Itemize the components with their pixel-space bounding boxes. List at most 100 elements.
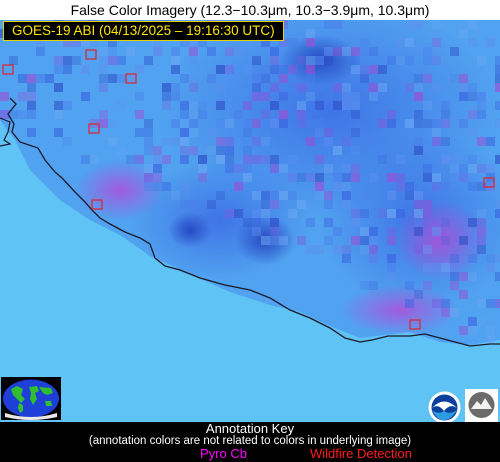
imagery-pixel — [342, 47, 351, 56]
imagery-pixel — [261, 209, 270, 218]
imagery-pixel — [351, 218, 360, 227]
imagery-pixel — [81, 155, 90, 164]
imagery-pixel — [495, 299, 500, 308]
imagery-pixel — [333, 47, 342, 56]
imagery-pixel — [279, 65, 288, 74]
imagery-pixel — [306, 38, 315, 47]
imagery-pixel — [135, 110, 144, 119]
imagery-pixel — [126, 74, 135, 83]
imagery-pixel — [189, 101, 198, 110]
imagery-pixel — [351, 128, 360, 137]
imagery-pixel — [351, 164, 360, 173]
wildfire-marker[interactable] — [91, 199, 103, 210]
imagery-pixel — [441, 155, 450, 164]
imagery-pixel — [405, 281, 414, 290]
imagery-pixel — [432, 20, 441, 29]
imagery-pixel — [405, 20, 414, 29]
imagery-pixel — [432, 83, 441, 92]
imagery-pixel — [333, 20, 342, 29]
imagery-pixel — [468, 164, 477, 173]
imagery-pixel — [387, 110, 396, 119]
noaa-logo-icon — [428, 391, 461, 422]
imagery-pixel — [180, 38, 189, 47]
imagery-pixel — [63, 38, 72, 47]
imagery-pixel — [423, 47, 432, 56]
imagery-pixel — [108, 38, 117, 47]
imagery-pixel — [180, 155, 189, 164]
imagery-pixel — [450, 281, 459, 290]
imagery-pixel — [468, 326, 477, 335]
imagery-pixel — [225, 119, 234, 128]
imagery-pixel — [297, 200, 306, 209]
imagery-pixel — [252, 191, 261, 200]
imagery-pixel — [162, 155, 171, 164]
imagery-pixel — [189, 38, 198, 47]
wildfire-marker[interactable] — [409, 319, 421, 330]
imagery-pixel — [279, 236, 288, 245]
imagery-pixel — [324, 191, 333, 200]
imagery-pixel — [342, 191, 351, 200]
imagery-pixel — [432, 119, 441, 128]
imagery-pixel — [36, 38, 45, 47]
wildfire-marker[interactable] — [85, 49, 97, 60]
imagery-pixel — [117, 101, 126, 110]
imagery-pixel — [117, 146, 126, 155]
imagery-pixel — [441, 110, 450, 119]
imagery-pixel — [261, 38, 270, 47]
imagery-pixel — [342, 182, 351, 191]
imagery-pixel — [342, 200, 351, 209]
imagery-pixel — [495, 209, 500, 218]
wildfire-detections[interactable] — [2, 49, 495, 330]
imagery-pixel — [288, 191, 297, 200]
cimss-logo-icon: CIMSS — [465, 389, 498, 422]
imagery-pixel — [423, 200, 432, 209]
wildfire-marker[interactable] — [125, 73, 137, 84]
imagery-pixel — [162, 182, 171, 191]
imagery-pixel — [486, 137, 495, 146]
wildfire-marker[interactable] — [2, 64, 14, 75]
imagery-pixel — [423, 74, 432, 83]
imagery-pixel — [477, 218, 486, 227]
imagery-pixel — [180, 182, 189, 191]
imagery-pixel — [153, 146, 162, 155]
imagery-pixel — [423, 56, 432, 65]
annotation-key-note: (annotation colors are not related to co… — [88, 435, 412, 447]
imagery-pixel — [243, 65, 252, 74]
imagery-pixel — [270, 65, 279, 74]
imagery-pixel — [414, 110, 423, 119]
imagery-pixel — [225, 137, 234, 146]
imagery-pixel — [324, 218, 333, 227]
imagery-pixel — [198, 155, 207, 164]
imagery-pixel — [441, 299, 450, 308]
imagery-pixel — [288, 155, 297, 164]
imagery-pixel — [495, 74, 500, 83]
imagery-pixel — [360, 236, 369, 245]
imagery-pixel — [387, 272, 396, 281]
imagery-pixel — [324, 47, 333, 56]
imagery-pixel — [171, 191, 180, 200]
imagery-pixel — [351, 209, 360, 218]
imagery-pixel — [495, 65, 500, 74]
imagery-pixel — [387, 119, 396, 128]
imagery-pixel — [414, 146, 423, 155]
imagery-pixel — [36, 47, 45, 56]
imagery-pixel — [189, 119, 198, 128]
imagery-pixel — [252, 227, 261, 236]
imagery-pixel — [477, 92, 486, 101]
pyrocb-legend-label: Pyro Cb — [200, 446, 247, 461]
imagery-pixel — [477, 164, 486, 173]
wildfire-marker[interactable] — [88, 123, 100, 134]
wildfire-marker[interactable] — [483, 177, 495, 188]
imagery-pixel — [315, 182, 324, 191]
imagery-pixel — [243, 164, 252, 173]
imagery-pixel — [423, 101, 432, 110]
imagery-pixel — [324, 200, 333, 209]
imagery-pixel — [207, 128, 216, 137]
imagery-pixel — [117, 56, 126, 65]
imagery-pixel — [198, 164, 207, 173]
imagery-pixel — [414, 119, 423, 128]
imagery-pixel — [243, 119, 252, 128]
imagery-pixel — [405, 191, 414, 200]
imagery-pixel — [261, 92, 270, 101]
